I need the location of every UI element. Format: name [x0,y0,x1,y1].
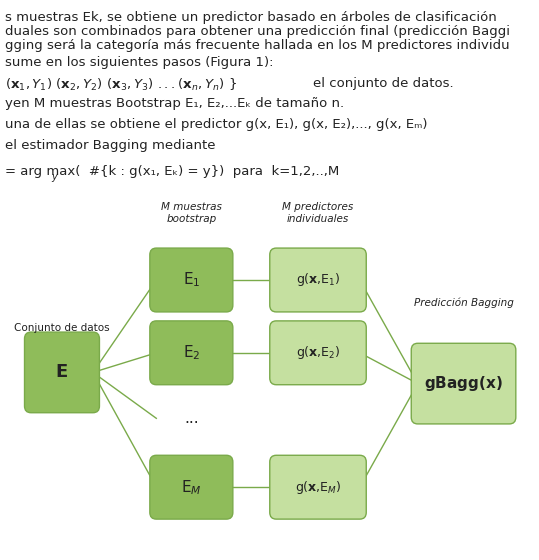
Text: duales son combinados para obtener una predicción final (predicción Baggi: duales son combinados para obtener una p… [5,25,510,38]
Text: sume en los siguientes pasos (Figura 1):: sume en los siguientes pasos (Figura 1): [5,56,274,69]
FancyBboxPatch shape [150,455,233,519]
Text: g($\mathbf{x}$,E$_1$): g($\mathbf{x}$,E$_1$) [296,272,340,288]
Text: y: y [51,172,57,182]
Text: el conjunto de datos.: el conjunto de datos. [313,77,453,90]
Text: E$_M$: E$_M$ [181,478,202,497]
FancyBboxPatch shape [150,321,233,385]
Text: $(\mathbf{x}_1,Y_1)\ (\mathbf{x}_2,Y_2)\ (\mathbf{x}_3,Y_3)\ ...(\mathbf{x}_n,Y_: $(\mathbf{x}_1,Y_1)\ (\mathbf{x}_2,Y_2)\… [5,77,237,94]
Text: gging será la categoría más frecuente hallada en los M predictores individu: gging será la categoría más frecuente ha… [5,39,510,52]
Text: M predictores
individuales: M predictores individuales [282,202,354,224]
Text: yen M muestras Bootstrap E₁, E₂,...Eₖ de tamaño n.: yen M muestras Bootstrap E₁, E₂,...Eₖ de… [5,97,344,110]
FancyBboxPatch shape [411,343,516,424]
Text: gBagg($\mathbf{x}$): gBagg($\mathbf{x}$) [424,374,503,393]
Text: una de ellas se obtiene el predictor g(x, E₁), g(x, E₂),..., g(x, Eₘ): una de ellas se obtiene el predictor g(x… [5,118,428,130]
Text: g($\mathbf{x}$,E$_2$): g($\mathbf{x}$,E$_2$) [296,344,340,361]
Text: Conjunto de datos: Conjunto de datos [14,323,110,333]
Text: ...: ... [184,411,199,426]
Text: M muestras
bootstrap: M muestras bootstrap [161,202,222,224]
FancyBboxPatch shape [25,332,99,413]
Text: el estimador Bagging mediante: el estimador Bagging mediante [5,139,216,152]
Text: s muestras Ek, se obtiene un predictor basado en árboles de clasificación: s muestras Ek, se obtiene un predictor b… [5,11,497,24]
FancyBboxPatch shape [150,248,233,312]
FancyBboxPatch shape [270,455,367,519]
Text: = arg max(  #{k : g(x₁, Eₖ) = y})  para  k=1,2,..,M: = arg max( #{k : g(x₁, Eₖ) = y}) para k=… [5,165,340,178]
Text: E: E [56,363,68,381]
FancyBboxPatch shape [270,248,367,312]
Text: E$_1$: E$_1$ [183,270,200,290]
Text: g($\mathbf{x}$,E$_M$): g($\mathbf{x}$,E$_M$) [295,479,341,496]
FancyBboxPatch shape [270,321,367,385]
Text: Predicción Bagging: Predicción Bagging [413,297,514,308]
Text: E$_2$: E$_2$ [183,343,200,362]
